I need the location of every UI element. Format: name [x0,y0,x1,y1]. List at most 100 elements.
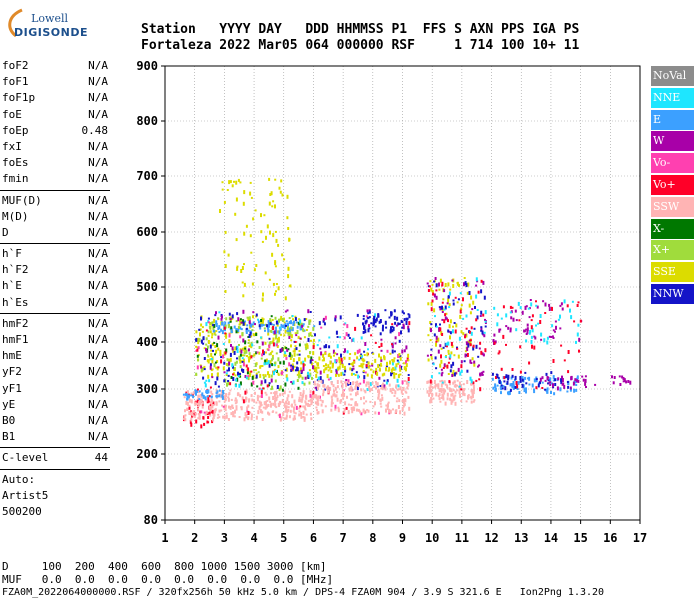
echo-point [231,317,234,320]
echo-point [354,352,357,356]
x-tick-label: 16 [603,531,617,545]
echo-point [374,313,377,318]
echo-point [433,293,436,298]
echo-point [514,309,517,313]
echo-point [248,373,251,377]
echo-point [468,303,471,308]
echo-point [435,289,438,292]
echo-point [218,325,221,330]
echo-point [205,350,208,354]
echo-point [194,412,197,415]
echo-point [332,393,335,397]
echo-point [527,377,529,380]
echo-point [239,373,241,375]
echo-point [202,416,205,420]
echo-point [547,379,550,382]
echo-point [289,330,291,334]
echo-point [275,283,278,285]
echo-point [258,346,261,349]
echo-point [438,306,441,309]
echo-point [298,318,301,321]
echo-point [252,333,255,337]
echo-point [380,358,383,362]
echo-point [260,394,263,398]
echo-point [249,234,252,238]
echo-point [541,387,544,389]
echo-point [444,316,447,321]
echo-point [524,376,527,380]
echo-point [337,406,340,409]
echo-point [218,389,221,392]
echo-point [393,350,396,353]
echo-point [500,384,503,387]
echo-point [232,348,235,353]
echo-point [378,320,381,324]
echo-point [530,335,533,339]
echo-point [222,391,225,395]
param-label: B0 [2,413,16,427]
echo-point [276,395,279,398]
param-row: h`F2 N/A [0,262,110,278]
echo-point [186,393,189,396]
echo-point [344,401,347,406]
echo-point [539,314,542,318]
param-value: N/A [88,209,108,223]
echo-point [551,335,554,338]
echo-point [374,411,377,415]
echo-point [441,333,444,336]
echo-point [213,363,216,368]
echo-point [357,408,360,412]
echo-point [499,328,502,331]
echo-point [258,405,261,410]
echo-point [295,347,298,351]
x-tick-label: 6 [310,531,317,545]
x-tick-label: 3 [221,531,228,545]
echo-point [206,401,209,404]
echo-point [555,325,557,330]
echo-point [239,348,242,351]
echo-point [286,377,289,382]
echo-point [333,389,335,393]
echo-point [447,319,449,323]
echo-point [239,350,242,353]
echo-point [205,322,208,327]
echo-point [457,298,460,301]
echo-point [229,320,232,323]
echo-point [322,393,325,397]
echo-point [379,319,382,323]
echo-point [242,362,245,367]
echo-point [430,399,433,404]
echo-point [254,209,257,212]
echo-point [372,322,375,327]
echo-point [290,320,292,325]
echo-point [248,316,251,321]
echo-point [351,398,354,401]
echo-point [205,337,208,341]
echo-point [388,383,391,387]
echo-point [389,352,392,355]
echo-point [348,363,351,366]
echo-point [247,417,250,421]
echo-point [278,330,281,335]
echo-point [227,396,230,399]
echo-point [248,334,251,338]
echo-point [312,365,314,370]
echo-point [233,368,236,371]
echo-point [268,278,271,281]
echo-point [253,268,256,272]
echo-point [441,379,443,382]
echo-point [395,384,398,387]
echo-point [294,412,297,415]
echo-point [435,335,438,340]
echo-point [385,326,388,329]
echo-point [441,393,444,397]
echo-point [243,282,246,287]
echo-point [224,264,227,268]
echo-point [552,375,555,380]
echo-point [367,365,370,369]
echo-point [379,362,382,366]
echo-point [251,406,254,409]
echo-point [439,363,442,368]
echo-point [407,328,410,333]
echo-point [473,327,476,330]
